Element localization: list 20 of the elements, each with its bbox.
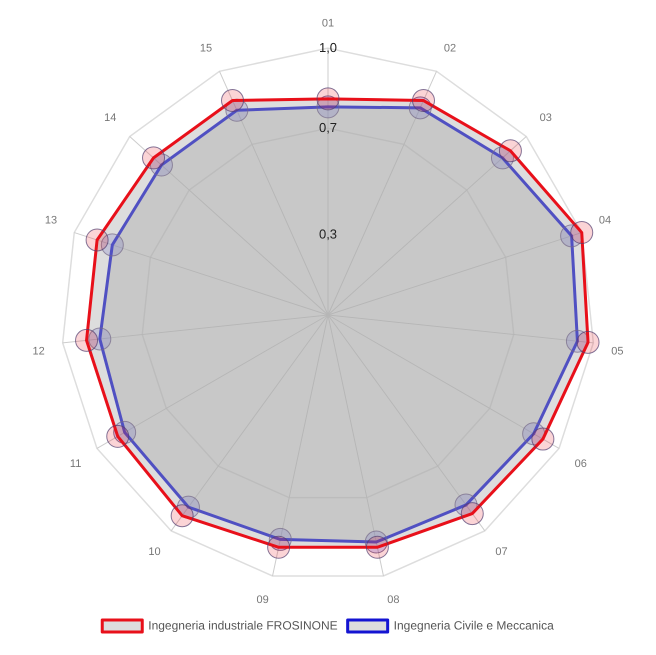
y-tick-label: 0,3 xyxy=(318,226,338,242)
spoke-label: 13 xyxy=(44,214,58,226)
spoke-label: 15 xyxy=(200,42,212,54)
spoke-label: 04 xyxy=(598,214,612,226)
spoke-label: 08 xyxy=(387,594,400,606)
spoke-label: 03 xyxy=(540,112,552,124)
y-tick-label: 0,7 xyxy=(318,120,338,135)
spoke-label: 10 xyxy=(148,546,161,558)
spoke-label: 11 xyxy=(70,458,82,470)
spoke-label: 05 xyxy=(611,345,624,358)
spoke-label: 09 xyxy=(256,594,269,606)
spoke-label: 12 xyxy=(32,345,45,358)
spoke-label: 02 xyxy=(444,42,456,54)
legend-label: Ingegneria industriale FROSINONE xyxy=(148,618,338,632)
spoke-label: 07 xyxy=(495,546,508,558)
spoke-label: 14 xyxy=(104,112,116,124)
spoke-label: 01 xyxy=(322,18,334,30)
y-tick-label: 1,0 xyxy=(318,40,338,55)
spoke-label: 06 xyxy=(574,458,587,470)
legend-label: Ingegneria Civile e Meccanica xyxy=(394,618,554,632)
